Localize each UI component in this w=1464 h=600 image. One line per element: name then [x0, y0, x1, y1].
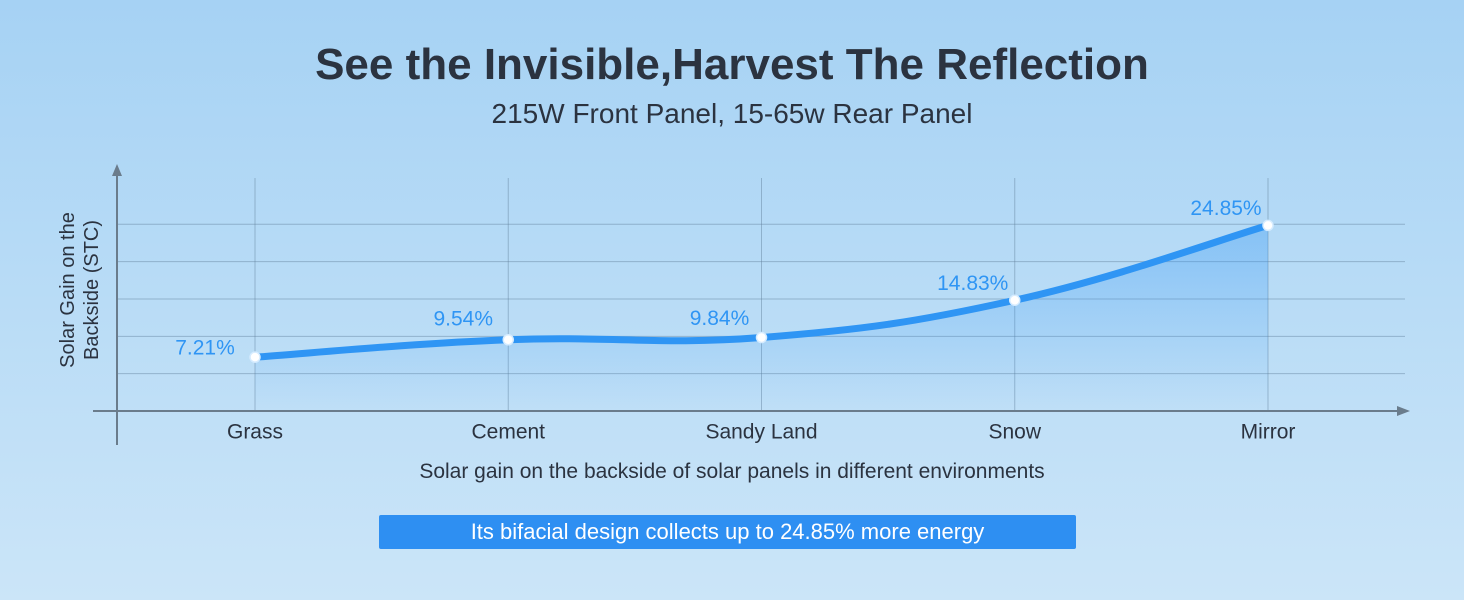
point: [249, 351, 261, 363]
chart-subtitle: 215W Front Panel, 15-65w Rear Panel: [491, 98, 973, 129]
x-tick-label: Cement: [471, 421, 545, 444]
annotation-banner: Its bifacial design collects up to 24.85…: [379, 515, 1076, 549]
chart-title: See the Invisible,Harvest The Reflection: [315, 40, 1149, 89]
point: [1262, 219, 1274, 232]
area: [255, 225, 1268, 411]
x-tick-label: Grass: [227, 421, 283, 444]
y-axis-arrow: [112, 164, 122, 176]
value-label: 14.83%: [937, 272, 1008, 295]
x-tick-label: Sandy Land: [705, 421, 817, 444]
value-label: 9.54%: [433, 307, 493, 330]
point: [502, 333, 514, 346]
value-label: 9.84%: [690, 307, 750, 330]
x-axis-arrow: [1397, 406, 1410, 416]
x-tick-label: Snow: [988, 421, 1041, 444]
point: [1009, 294, 1021, 306]
value-label: 7.21%: [175, 337, 235, 360]
value-label: 24.85%: [1190, 197, 1261, 220]
x-tick-label: Mirror: [1241, 421, 1296, 444]
x-axis-label: Solar gain on the backside of solar pane…: [419, 460, 1045, 483]
point: [755, 331, 768, 344]
y-axis-label: Solar Gain on the Backside (STC): [57, 212, 103, 368]
